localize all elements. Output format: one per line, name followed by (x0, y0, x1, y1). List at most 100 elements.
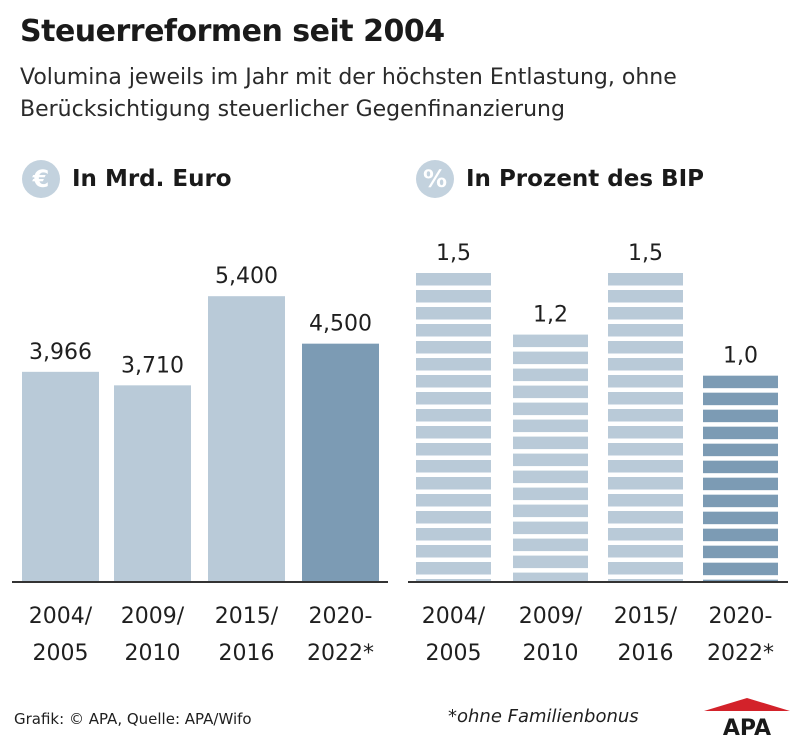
bar-stripe (703, 409, 778, 423)
bar-stripe (416, 443, 491, 456)
bar-stripe (703, 426, 778, 440)
bar-stripe (416, 307, 491, 320)
bar-stripe (703, 460, 778, 474)
panel-header-percent: % In Prozent des BIP (416, 158, 704, 200)
bar-stripe (513, 453, 588, 467)
category-label: 2015/ (215, 604, 279, 629)
value-label: 5,400 (215, 264, 278, 289)
bar-stripe (703, 477, 778, 491)
bar-stripe (513, 368, 588, 382)
bar-stripe (608, 494, 683, 507)
bar-stripe (608, 358, 683, 371)
category-label: 2010 (523, 641, 579, 666)
bar-stripe (416, 392, 491, 405)
bar-stripe (703, 579, 778, 581)
bar-stripe (416, 341, 491, 354)
bar-stripe (608, 545, 683, 558)
panel-title-percent: In Prozent des BIP (466, 166, 705, 192)
apa-logo: APA (704, 698, 790, 738)
bar-stripe (608, 579, 683, 581)
bar-stripe (608, 341, 683, 354)
value-label: 1,5 (436, 241, 471, 266)
bar-stripe (608, 290, 683, 303)
category-label: 2016 (618, 641, 674, 666)
bar-stripe (416, 358, 491, 371)
category-label: 2005 (33, 641, 89, 666)
value-label: 1,0 (723, 344, 758, 369)
panel-header-euro: € In Mrd. Euro (22, 158, 232, 200)
category-label: 2016 (219, 641, 275, 666)
bar-stripe (513, 419, 588, 433)
bar-stripe (416, 375, 491, 388)
bar-stripe (608, 324, 683, 337)
euro-icon: € (22, 160, 60, 198)
chart-title: Steuerreformen seit 2004 (20, 14, 445, 49)
bar-stripe (513, 470, 588, 484)
bar-stripe (416, 426, 491, 439)
bar-stripe (703, 443, 778, 457)
bar-stripe (416, 290, 491, 303)
bar-stripe (703, 494, 778, 508)
panel-title-euro: In Mrd. Euro (72, 166, 232, 192)
bar-stripe (608, 273, 683, 286)
bar-stripe (608, 477, 683, 490)
bar-stripe (513, 385, 588, 399)
category-label: 2020- (709, 604, 773, 629)
bar-stripe (703, 528, 778, 542)
value-label: 1,2 (533, 303, 568, 328)
bar (114, 385, 191, 581)
value-label: 3,710 (121, 353, 184, 378)
bar-stripe (608, 528, 683, 541)
bar-stripe (416, 562, 491, 575)
bar-stripe (608, 392, 683, 405)
bar-stripe (513, 402, 588, 416)
category-label: 2009/ (519, 604, 583, 629)
percent-icon: % (416, 160, 454, 198)
bar-stripe (513, 521, 588, 535)
bar-stripe (416, 545, 491, 558)
category-label: 2004/ (29, 604, 93, 629)
source-credit: Grafik: © APA, Quelle: APA/Wifo (14, 710, 252, 728)
bar-stripe (608, 375, 683, 388)
bar-stripe (513, 334, 588, 348)
bar-stripe (416, 511, 491, 524)
bar-stripe (608, 426, 683, 439)
category-label: 2004/ (422, 604, 486, 629)
category-label: 2009/ (121, 604, 185, 629)
value-label: 1,5 (628, 241, 663, 266)
apa-logo-text: APA (723, 716, 771, 738)
category-label: 2022* (307, 641, 374, 666)
bar-stripe (703, 375, 778, 389)
bar-stripe (416, 477, 491, 490)
bar (608, 273, 683, 581)
category-label: 2005 (426, 641, 482, 666)
bar-stripe (608, 460, 683, 473)
value-label: 4,500 (309, 312, 372, 337)
bar-stripe (608, 307, 683, 320)
bar-stripe (416, 460, 491, 473)
bar-stripe (608, 562, 683, 575)
bar-stripe (416, 528, 491, 541)
bar (703, 375, 778, 581)
bar-stripe (513, 504, 588, 518)
bar-stripe (416, 409, 491, 422)
bar-stripe (703, 392, 778, 406)
bar (208, 296, 285, 581)
bar-stripe (416, 494, 491, 507)
bar (22, 371, 99, 581)
bar-stripe (416, 324, 491, 337)
bar-stripe (703, 511, 778, 525)
bar-stripe (416, 273, 491, 286)
bar-stripe (513, 351, 588, 365)
category-label: 2015/ (614, 604, 678, 629)
bar-stripe (513, 572, 588, 581)
bar (302, 343, 379, 581)
bar-stripe (608, 511, 683, 524)
category-label: 2010 (125, 641, 181, 666)
bar-stripe (513, 555, 588, 569)
chart-subtitle: Volumina jeweils im Jahr mit der höchste… (20, 65, 677, 122)
bar-stripe (513, 487, 588, 501)
value-label: 3,966 (29, 340, 92, 365)
bar-stripe (513, 538, 588, 552)
